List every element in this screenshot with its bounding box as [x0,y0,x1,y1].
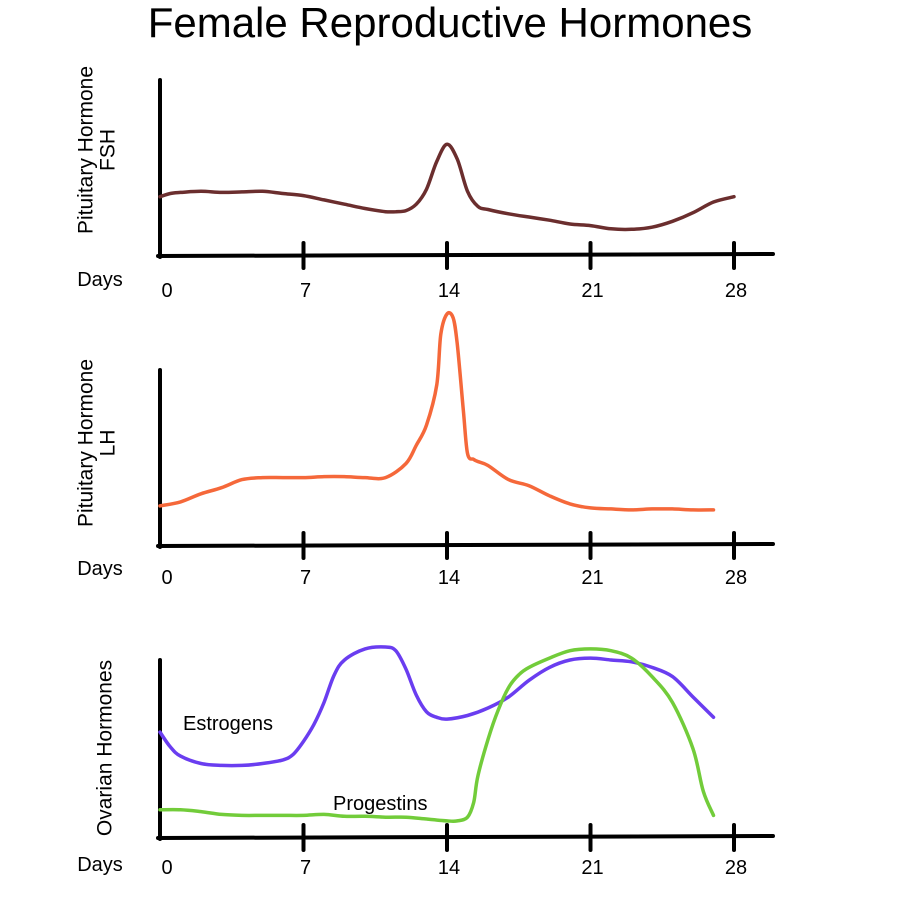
x-tick-label: 14 [438,567,460,589]
x-axis-label: Days [77,269,123,291]
x-tick-label: 21 [581,567,603,589]
lh-line [158,311,716,512]
x-tick-label: 7 [300,857,311,879]
progestins-line [158,647,716,823]
y-axis-label-line: Ovarian Hormones [93,660,116,836]
x-tick-label: 0 [161,280,172,302]
x-tick-label: 0 [161,567,172,589]
y-axis-label: Ovarian Hormones [93,660,116,836]
x-tick-label: 7 [300,567,311,589]
x-tick-label: 28 [725,857,747,879]
x-axis-label: Days [77,854,123,876]
y-axis-label: Pituitary HormoneFSH [75,66,120,234]
x-tick-label: 14 [438,280,460,302]
x-axis-2 [156,542,775,548]
x-tick-label: 21 [581,280,603,302]
y-axis-label-line: LH [97,430,120,457]
x-tick-label: 7 [300,280,311,302]
y-axis-label-line: FSH [97,129,120,171]
x-axis-1 [156,252,775,258]
x-tick-label: 0 [161,857,172,879]
estrogens-line [158,645,716,768]
x-axis-label: Days [77,558,123,580]
y-axis-label: Pituitary HormoneLH [75,359,120,527]
series-label-progestins: Progestins [333,793,428,815]
y-axis-label-line: Pituitary Hormone [75,359,98,527]
series-label-estrogens: Estrogens [183,713,273,735]
x-tick-label: 21 [581,857,603,879]
chart-title: Female Reproductive Hormones [147,0,753,46]
x-axis-3 [156,834,775,840]
fsh-line [158,142,736,232]
y-axis-label-line: Pituitary Hormone [75,66,98,234]
x-tick-label: 28 [725,567,747,589]
x-tick-label: 14 [438,857,460,879]
x-tick-label: 28 [725,280,747,302]
